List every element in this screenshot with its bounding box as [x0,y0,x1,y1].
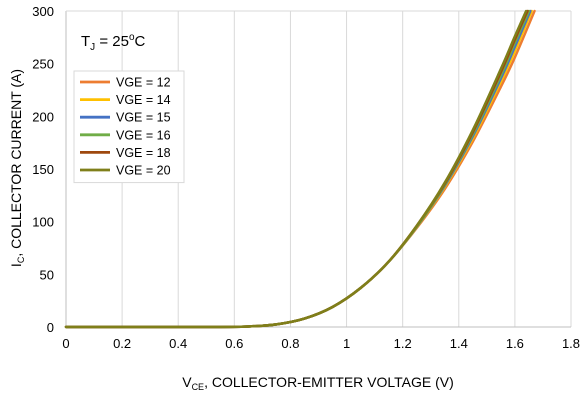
y-tick-label: 300 [32,4,54,19]
temperature-annotation: TJ = 25oC [81,32,146,53]
x-tick-label: 1.4 [450,336,468,351]
annotation-symbol: T [81,33,90,50]
legend-label: VGE = 18 [116,146,171,160]
annotation-subscript: J [90,42,95,53]
y-tick-label: 250 [32,57,54,72]
x-tick-label: 0.8 [281,336,299,351]
x-tick-label: 1 [343,336,350,351]
legend-label: VGE = 15 [116,111,171,125]
legend-label: VGE = 20 [116,164,171,178]
series-line-vge-20 [64,9,528,329]
y-tick-label: 200 [32,109,54,124]
x-tick-label: 1.8 [562,336,580,351]
y-tick-label: 150 [32,162,54,177]
y-axis-subscript: C [16,256,26,263]
x-axis-subscript: CE [192,382,205,392]
x-tick-label: 1.2 [394,336,412,351]
y-axis-text: , COLLECTOR CURRENT (A) [8,69,24,257]
legend: VGE = 12 VGE = 14 VGE = 15 VGE = 16 VGE = 18… [73,70,185,184]
x-tick-label: 1.6 [506,336,524,351]
x-axis-text: , COLLECTOR-EMITTER VOLTAGE (V) [204,374,454,390]
legend-label: VGE = 14 [116,93,171,107]
y-axis-symbol: I [8,263,24,267]
y-tick-label: 0 [47,320,54,335]
annotation-unit: C [135,33,146,50]
y-tick-label: 100 [32,215,54,230]
legend-box [73,70,185,184]
legend-label: VGE = 12 [116,76,171,90]
x-tick-label: 0.6 [225,336,243,351]
y-tick-label: 50 [40,267,54,282]
y-axis-title: IC, COLLECTOR CURRENT (A) [8,69,26,267]
x-tick-label: 0.4 [169,336,187,351]
annotation-equals: = 25 [95,33,129,50]
data-series [64,9,536,329]
x-tick-label: 0.2 [113,336,131,351]
tick-labels: 0 0.2 0.4 0.6 0.8 1 1.2 1.4 1.6 1.8 0 50 100 150 200 25… [32,4,580,351]
x-axis-symbol: V [182,374,192,390]
legend-label: VGE = 16 [116,128,171,142]
annotation-superscript: o [129,32,135,43]
x-tick-label: 0 [62,336,69,351]
x-axis-title: VCE, COLLECTOR-EMITTER VOLTAGE (V) [182,374,454,392]
